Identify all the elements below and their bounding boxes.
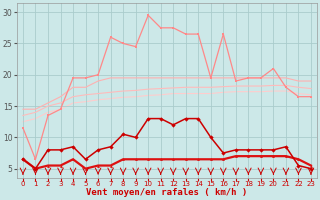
X-axis label: Vent moyen/en rafales ( km/h ): Vent moyen/en rafales ( km/h ) [86, 188, 248, 197]
